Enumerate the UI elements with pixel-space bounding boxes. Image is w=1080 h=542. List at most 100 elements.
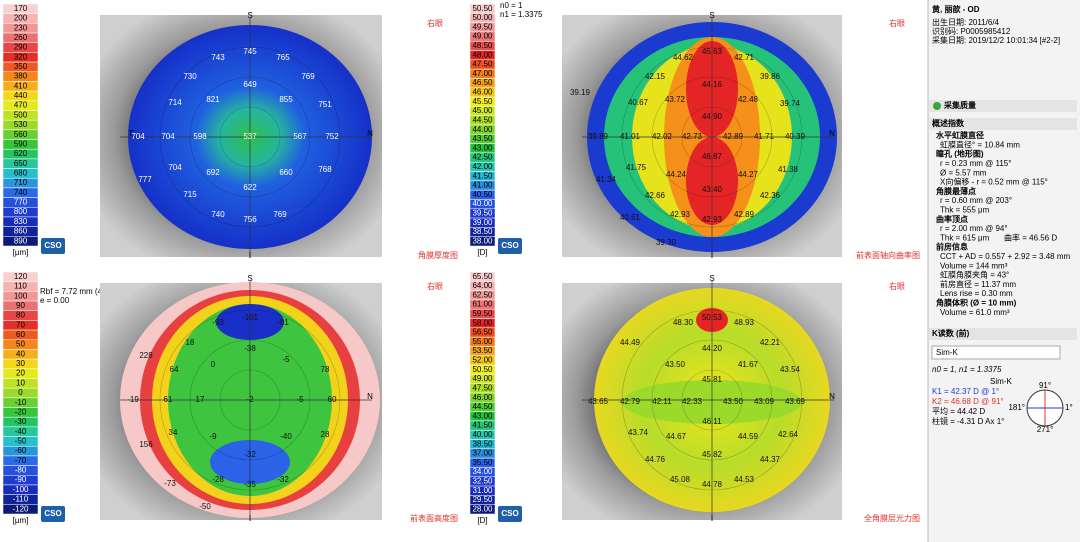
scale-label: 500 <box>14 110 28 119</box>
scale-label: 350 <box>14 62 28 71</box>
eye-label: 右眼 <box>427 18 443 28</box>
scale-cell <box>2 504 39 515</box>
scale-label: 800 <box>14 207 28 216</box>
overview-line: 瞳孔 (地形图) <box>936 149 984 159</box>
map-value: 42.15 <box>645 72 666 81</box>
scale-label: 70 <box>16 320 25 329</box>
map-value: 78 <box>321 365 330 374</box>
map-value: 715 <box>183 190 197 199</box>
map-title: 前表面轴向曲率图 <box>856 250 920 260</box>
scale-label: 31.00 <box>472 486 493 495</box>
map-value: 740 <box>211 210 225 219</box>
scale-label: 41.50 <box>472 421 493 430</box>
compass-label: I <box>249 514 251 523</box>
map-value: 751 <box>318 100 332 109</box>
scale-label: 50.00 <box>472 13 493 22</box>
scale-label: 110 <box>14 282 27 291</box>
map-value: 42.33 <box>682 397 703 406</box>
map-value: 765 <box>276 53 290 62</box>
map-value: 44.20 <box>702 344 723 353</box>
map-value: 44.67 <box>666 432 687 441</box>
map-value: 756 <box>243 215 257 224</box>
map-value: 44.78 <box>702 480 723 489</box>
scale-label: 55.00 <box>472 337 493 346</box>
map-value: 156 <box>139 440 153 449</box>
overview-line: 虹膜角膜夹角 = 43° <box>940 270 1009 280</box>
scale-label: 41.50 <box>472 171 493 180</box>
k-mode: Sim-K <box>936 348 958 357</box>
map-value: 42.71 <box>734 53 755 62</box>
map-value: 730 <box>183 72 197 81</box>
eye-label: 右眼 <box>427 281 443 291</box>
map-value: 41.34 <box>596 175 617 184</box>
overview-line: 虹膜直径° = 10.84 mm <box>940 139 1020 149</box>
scale-cell <box>469 504 496 515</box>
scale-unit: [D] <box>477 516 487 525</box>
map-value: 46.87 <box>702 152 723 161</box>
map-value: -81 <box>277 318 289 327</box>
map-value: 64 <box>170 365 179 374</box>
scale-label: 80 <box>16 311 25 320</box>
scale-label: 44.00 <box>472 125 493 134</box>
k-angle: 1° <box>1065 403 1073 412</box>
scale-label: 39.50 <box>472 209 493 218</box>
map-value: 45.63 <box>702 47 723 56</box>
map-value: 42.11 <box>652 397 672 406</box>
scale-label: 38.00 <box>472 236 493 245</box>
scale-label: 440 <box>14 91 28 100</box>
map-value: 60 <box>328 395 337 404</box>
compass-label: N <box>829 129 835 138</box>
scale-unit: [D] <box>477 248 487 257</box>
map-value: 43.40 <box>702 185 723 194</box>
scale-unit: [μm] <box>13 248 29 257</box>
bfs: Rbf = 7.72 mm (43.71 D) <box>40 287 129 296</box>
map-value: 43.54 <box>780 365 801 374</box>
scale-label: 59.50 <box>472 309 493 318</box>
map-value: 39.89 <box>588 132 609 141</box>
scale-label: 41.00 <box>472 181 493 190</box>
scale-label: 42.50 <box>472 153 493 162</box>
k-line: 平均 = 44.42 D <box>932 406 985 416</box>
compass-label: I <box>711 251 713 260</box>
map-value: 777 <box>138 175 152 184</box>
map-value: 42.93 <box>670 210 691 219</box>
map-value: 821 <box>206 95 220 104</box>
refraction: n0 = 1 <box>500 1 523 10</box>
k-line: K1 = 42.37 D @ 1° <box>932 387 999 396</box>
map-value: 44.27 <box>738 170 759 179</box>
map-value: 48.93 <box>734 318 755 327</box>
map-value: 17 <box>196 395 205 404</box>
map-value: 42.89 <box>723 132 744 141</box>
k-angle: 181° <box>1008 403 1025 412</box>
map-value: 61 <box>164 395 173 404</box>
compass-label: N <box>829 392 835 401</box>
map-value: 745 <box>243 47 257 56</box>
scale-label: 50 <box>16 340 25 349</box>
scale-label: 45.50 <box>472 97 493 106</box>
logo: CSO <box>44 509 61 518</box>
scale-label: 680 <box>14 169 28 178</box>
overview-line: 前房直径 = 11.37 mm <box>940 279 1016 289</box>
map-value: 855 <box>279 95 293 104</box>
scale-label: -20 <box>15 407 27 416</box>
info: 出生日期: 2011/6/4 <box>932 17 1000 27</box>
scale-label: 620 <box>14 149 28 158</box>
scale-label: 43.50 <box>472 134 493 143</box>
sidebar-bg <box>928 0 1080 542</box>
scale-label: 43.00 <box>472 411 493 420</box>
scale-label: 47.00 <box>472 69 493 78</box>
compass-label: N <box>367 392 373 401</box>
scale-label: 0 <box>18 388 23 397</box>
overview-line: 角膜体积 (Ø = 10 mm) <box>936 298 1017 308</box>
map-title: 全角膜层光力图 <box>864 513 920 523</box>
scale-label: 120 <box>14 272 28 281</box>
map-value: 44.62 <box>673 53 694 62</box>
map-value: 704 <box>131 132 145 141</box>
scale-label: 32.50 <box>472 477 493 486</box>
k-angle: 91° <box>1039 381 1051 390</box>
map-value: -32 <box>244 450 256 459</box>
map-value: 41.38 <box>778 165 799 174</box>
scale-label: 49.50 <box>472 22 493 31</box>
scale-label: 530 <box>14 120 28 129</box>
map-value: -2 <box>246 395 254 404</box>
